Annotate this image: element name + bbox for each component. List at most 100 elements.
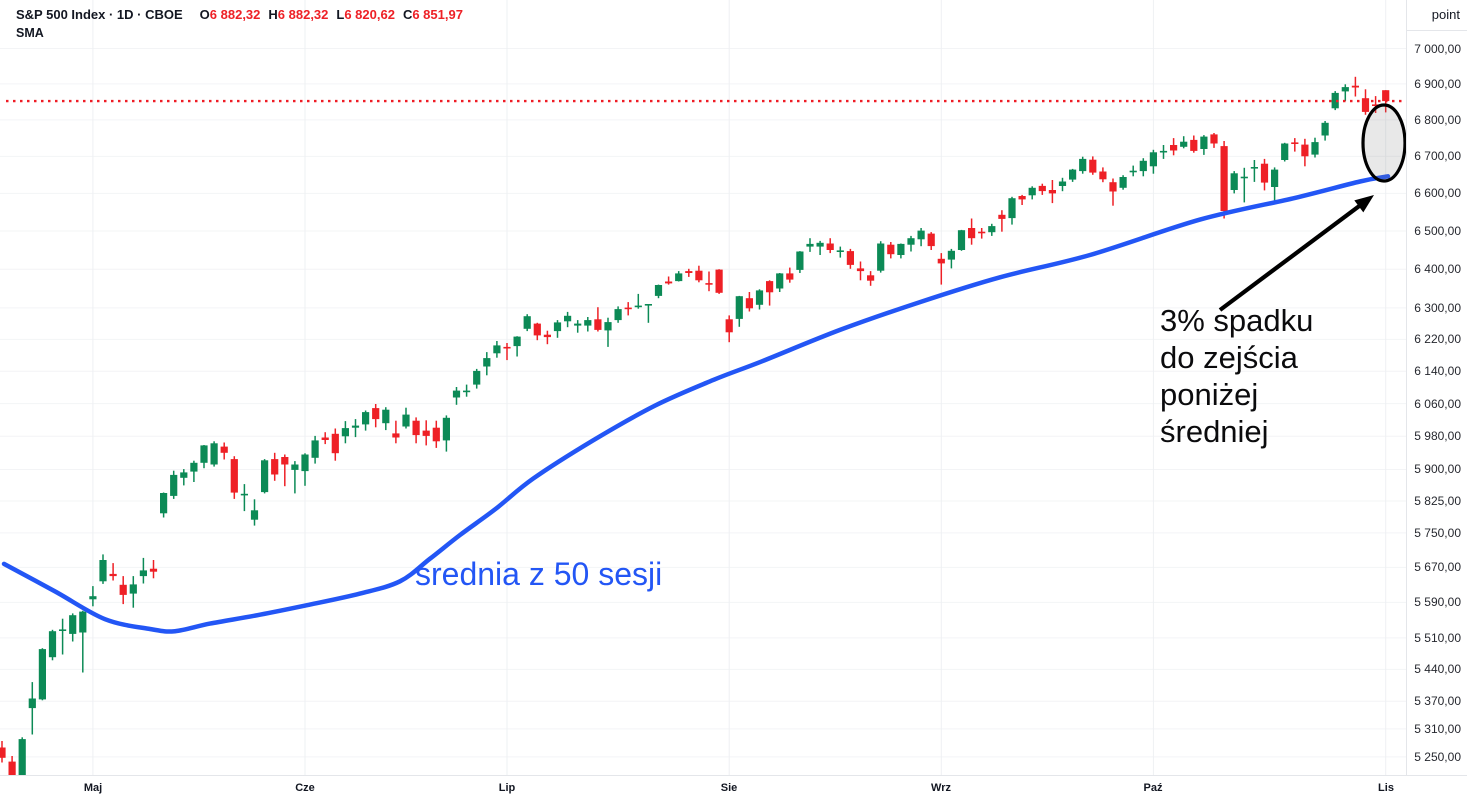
candle-body bbox=[543, 334, 551, 338]
price-tick-label: 6 600,00 bbox=[1414, 186, 1461, 200]
candle-body bbox=[351, 425, 360, 428]
candle-body bbox=[79, 611, 87, 633]
candle-body bbox=[28, 698, 36, 709]
candle-body bbox=[705, 283, 713, 285]
candle-body bbox=[776, 273, 784, 289]
sma-annotation-label: średnia z 50 sesji bbox=[415, 556, 663, 592]
candle-body bbox=[917, 230, 925, 240]
month-label: Lip bbox=[498, 782, 516, 794]
candle-body bbox=[755, 290, 764, 305]
candle-body bbox=[1230, 173, 1238, 190]
candle-body bbox=[129, 584, 137, 594]
candle-body bbox=[1190, 139, 1198, 151]
candle-body bbox=[48, 631, 57, 658]
candle-body bbox=[1180, 141, 1188, 147]
candle-body bbox=[180, 472, 188, 478]
close-label: C bbox=[402, 7, 413, 22]
candle-body bbox=[1361, 98, 1370, 112]
candle-body bbox=[170, 474, 178, 496]
candle-body bbox=[1341, 87, 1349, 92]
candle-body bbox=[1129, 170, 1137, 173]
candle-body bbox=[392, 433, 400, 438]
candle-body bbox=[988, 226, 996, 233]
candle-body bbox=[564, 315, 572, 322]
high-label: H bbox=[268, 7, 278, 22]
price-tick-label: 5 900,00 bbox=[1414, 462, 1461, 476]
price-tick-label: 5 670,00 bbox=[1414, 560, 1461, 574]
price-tick-label: 6 220,00 bbox=[1414, 332, 1461, 346]
candle-body bbox=[826, 243, 834, 250]
candle-body bbox=[1099, 171, 1107, 180]
candle-body bbox=[846, 251, 854, 265]
price-tick-label: 6 060,00 bbox=[1414, 397, 1461, 411]
candle-body bbox=[553, 322, 562, 332]
candle-body bbox=[685, 271, 693, 273]
price-axis[interactable]: point 7 000,00 6 900,00 6 800,00 6 700,00 6 … bbox=[1406, 0, 1467, 775]
candle-body bbox=[1321, 122, 1329, 136]
price-tick-label: 6 140,00 bbox=[1414, 364, 1461, 378]
low-value: 6 820,62 bbox=[344, 7, 395, 22]
candle-body bbox=[1159, 150, 1168, 153]
candle-body bbox=[897, 243, 905, 255]
candle-body bbox=[957, 230, 966, 250]
candle-body bbox=[271, 459, 279, 475]
candle-body bbox=[109, 573, 117, 577]
candle-body bbox=[89, 596, 97, 600]
candle-body bbox=[1281, 143, 1289, 160]
candlesticks bbox=[0, 76, 1390, 775]
candle-body bbox=[372, 408, 380, 420]
candle-body bbox=[1372, 104, 1380, 106]
candle-body bbox=[1079, 158, 1087, 172]
symbol-title[interactable]: S&P 500 Index · 1D · CBOE bbox=[16, 7, 183, 22]
candle-body bbox=[927, 233, 935, 247]
candle-body bbox=[614, 309, 622, 321]
price-tick-label: 6 900,00 bbox=[1414, 77, 1461, 91]
candle-body bbox=[1331, 92, 1339, 109]
drop-note-line: poniżej bbox=[1160, 377, 1259, 412]
low-label: L bbox=[336, 7, 345, 22]
price-tick-label: 5 590,00 bbox=[1414, 595, 1461, 609]
month-label: Cze bbox=[295, 782, 315, 794]
symbol-legend[interactable]: S&P 500 Index · 1D · CBOE O6 882,32 H6 882… bbox=[16, 7, 463, 40]
month-label: Paź bbox=[1143, 782, 1163, 794]
sma-line bbox=[1, 174, 1391, 634]
drop-note-line: 3% spadku bbox=[1160, 303, 1314, 338]
candle-body bbox=[654, 285, 663, 296]
candle-body bbox=[1210, 134, 1218, 144]
candle-body bbox=[695, 270, 703, 281]
candle-body bbox=[503, 346, 511, 349]
candle-body bbox=[402, 414, 410, 427]
candle-body bbox=[291, 464, 299, 470]
candle-body bbox=[877, 243, 885, 271]
month-label: Wrz bbox=[931, 782, 951, 794]
candle-body bbox=[715, 269, 723, 293]
candle-body bbox=[1038, 185, 1046, 192]
candle-body bbox=[1149, 152, 1157, 167]
price-tick-label: 5 980,00 bbox=[1414, 429, 1461, 443]
candle-body bbox=[806, 243, 814, 247]
candle-body bbox=[190, 462, 198, 472]
candle-body bbox=[1200, 136, 1208, 149]
indicator-legend[interactable]: SMA bbox=[16, 26, 44, 40]
price-tick-label: 6 300,00 bbox=[1414, 301, 1461, 315]
candle-body bbox=[119, 584, 127, 595]
time-axis[interactable]: Maj Cze Lip Sie Wrz Paź Lis bbox=[0, 775, 1467, 804]
candle-body bbox=[463, 390, 471, 393]
candle-body bbox=[99, 560, 107, 582]
candle-body bbox=[998, 214, 1006, 219]
candle-body bbox=[422, 430, 430, 436]
chart-drawings bbox=[1218, 103, 1407, 312]
candle-body bbox=[1048, 190, 1056, 194]
candle-body bbox=[1260, 163, 1269, 183]
candle-body bbox=[240, 493, 248, 496]
price-tick-label: 5 825,00 bbox=[1414, 494, 1461, 508]
legend-row-symbol[interactable]: S&P 500 Index · 1D · CBOE O6 882,32 H6 882… bbox=[16, 7, 463, 22]
candle-body bbox=[574, 323, 582, 326]
annotation-arrow-shaft bbox=[1218, 202, 1363, 312]
candle-body bbox=[634, 305, 642, 308]
candle-body bbox=[139, 570, 147, 577]
candle-body bbox=[766, 281, 774, 293]
candle-body bbox=[937, 258, 945, 264]
candle-body bbox=[1170, 145, 1178, 151]
